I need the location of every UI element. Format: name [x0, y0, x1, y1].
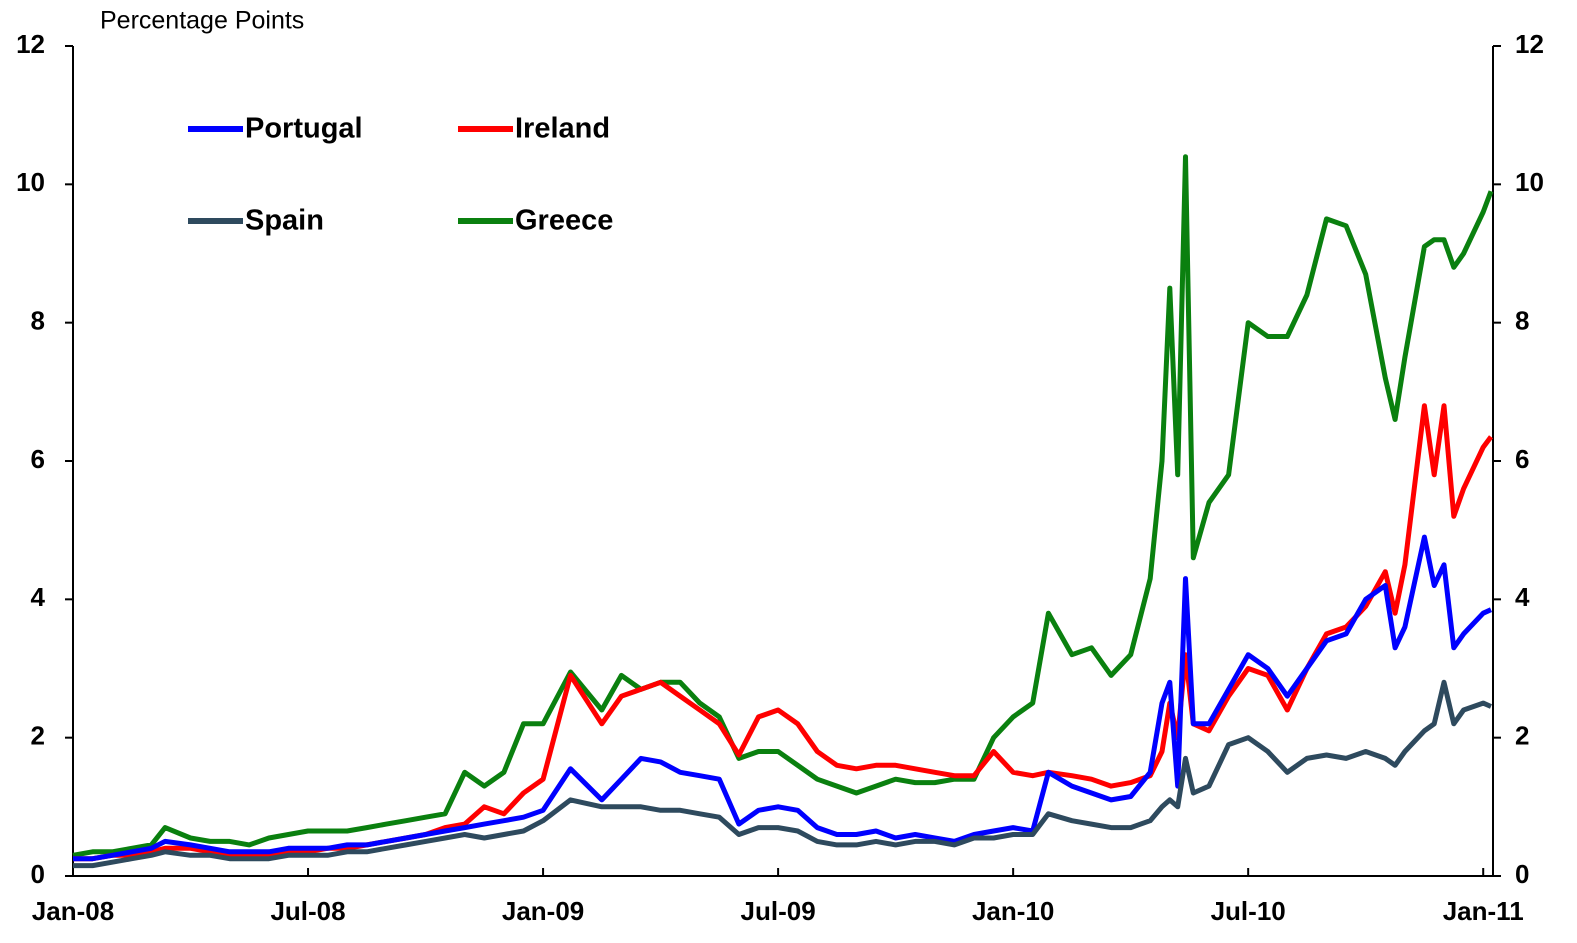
series-line [72, 154, 1494, 858]
x-tick-label: Jan-10 [972, 896, 1054, 926]
y-tick-label: 8 [31, 306, 45, 336]
legend-label: Ireland [515, 113, 610, 145]
legend-label: Spain [245, 205, 324, 237]
legend-label: Greece [515, 205, 613, 237]
x-tick-label: Jan-09 [502, 896, 584, 926]
legend-label: Portugal [245, 113, 363, 145]
y-tick-label: 10 [16, 167, 45, 197]
y-tick-label: 0 [31, 859, 45, 889]
y-tick-label: 2 [31, 721, 45, 751]
x-tick-label: Jul-09 [741, 896, 816, 926]
series-line [73, 534, 1493, 862]
y-tick-label: 6 [31, 444, 45, 474]
y-tick-label: 4 [31, 582, 46, 612]
y-tick-label: 12 [16, 29, 45, 59]
x-tick-label: Jan-08 [32, 896, 114, 926]
y-axis-label: Percentage Points [100, 7, 304, 35]
x-tick-label: Jul-08 [270, 896, 345, 926]
y2-tick-label: 0 [1515, 859, 1529, 889]
x-tick-label: Jan-11 [1443, 896, 1524, 926]
x-tick-label: Jul-10 [1211, 896, 1286, 926]
y2-tick-label: 2 [1515, 721, 1529, 751]
series-line [73, 403, 1493, 862]
y2-tick-label: 12 [1515, 29, 1544, 59]
y2-tick-label: 6 [1515, 444, 1529, 474]
y2-tick-label: 8 [1515, 306, 1529, 336]
series-line [73, 679, 1492, 869]
y2-tick-label: 10 [1515, 167, 1544, 197]
y2-tick-label: 4 [1515, 582, 1530, 612]
